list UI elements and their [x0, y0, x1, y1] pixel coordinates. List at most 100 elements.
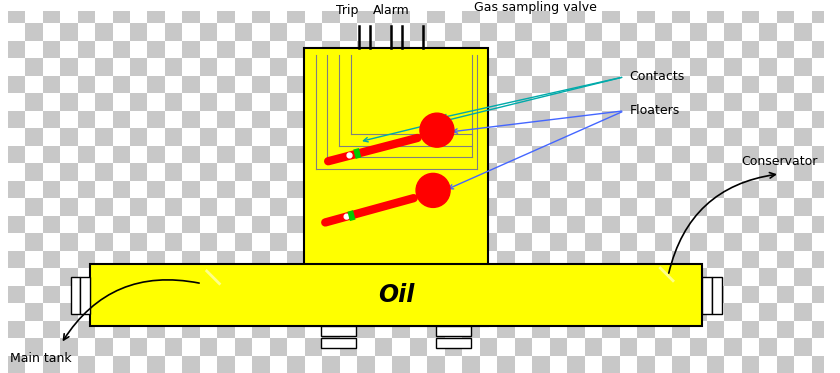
- Bar: [620, 233, 637, 251]
- Bar: [340, 355, 357, 373]
- Bar: [462, 338, 480, 355]
- Bar: [305, 76, 323, 93]
- Bar: [654, 268, 672, 286]
- Bar: [602, 146, 620, 163]
- Bar: [637, 6, 654, 23]
- Bar: [602, 303, 620, 320]
- Bar: [148, 303, 165, 320]
- Bar: [533, 23, 549, 41]
- Bar: [375, 58, 392, 76]
- Bar: [323, 233, 340, 251]
- Bar: [497, 233, 515, 251]
- Bar: [200, 6, 218, 23]
- Bar: [357, 181, 375, 198]
- Bar: [43, 216, 60, 233]
- Bar: [60, 23, 77, 41]
- Bar: [711, 277, 722, 314]
- Bar: [829, 181, 840, 198]
- Bar: [707, 0, 724, 6]
- Bar: [724, 23, 742, 41]
- Bar: [287, 355, 305, 373]
- Bar: [567, 128, 585, 146]
- Bar: [549, 286, 567, 303]
- Bar: [375, 76, 392, 93]
- Bar: [549, 41, 567, 58]
- Bar: [585, 251, 602, 268]
- Bar: [637, 23, 654, 41]
- Bar: [444, 233, 462, 251]
- Bar: [8, 286, 25, 303]
- Bar: [812, 198, 829, 216]
- Bar: [340, 58, 357, 76]
- Bar: [113, 111, 130, 128]
- Bar: [270, 0, 287, 6]
- Bar: [620, 111, 637, 128]
- Bar: [812, 355, 829, 373]
- Bar: [165, 303, 182, 320]
- Bar: [812, 41, 829, 58]
- Bar: [340, 216, 357, 233]
- Bar: [410, 58, 428, 76]
- Bar: [25, 198, 43, 216]
- Bar: [25, 23, 43, 41]
- Bar: [812, 216, 829, 233]
- Bar: [235, 181, 252, 198]
- Bar: [113, 355, 130, 373]
- Bar: [113, 0, 130, 6]
- Bar: [654, 23, 672, 41]
- Bar: [218, 286, 235, 303]
- Bar: [654, 128, 672, 146]
- Bar: [182, 216, 200, 233]
- Bar: [287, 286, 305, 303]
- Bar: [462, 76, 480, 93]
- Bar: [549, 111, 567, 128]
- Bar: [252, 268, 270, 286]
- Bar: [182, 23, 200, 41]
- Bar: [829, 58, 840, 76]
- Bar: [148, 338, 165, 355]
- Bar: [235, 251, 252, 268]
- Bar: [533, 0, 549, 6]
- Bar: [690, 58, 707, 76]
- Bar: [235, 163, 252, 181]
- Bar: [480, 216, 497, 233]
- Bar: [113, 251, 130, 268]
- Bar: [672, 268, 690, 286]
- Bar: [567, 251, 585, 268]
- Bar: [410, 251, 428, 268]
- Bar: [759, 6, 777, 23]
- Bar: [130, 216, 148, 233]
- Bar: [95, 41, 113, 58]
- Bar: [428, 93, 444, 111]
- Bar: [130, 163, 148, 181]
- Bar: [95, 355, 113, 373]
- Bar: [812, 111, 829, 128]
- Bar: [585, 181, 602, 198]
- Bar: [444, 198, 462, 216]
- Bar: [252, 216, 270, 233]
- Bar: [410, 216, 428, 233]
- Bar: [43, 163, 60, 181]
- Bar: [182, 128, 200, 146]
- Bar: [462, 198, 480, 216]
- Bar: [829, 268, 840, 286]
- Bar: [812, 338, 829, 355]
- Bar: [200, 286, 218, 303]
- Bar: [602, 6, 620, 23]
- Bar: [43, 128, 60, 146]
- Bar: [585, 216, 602, 233]
- Bar: [654, 163, 672, 181]
- Bar: [182, 76, 200, 93]
- Bar: [690, 128, 707, 146]
- Bar: [60, 6, 77, 23]
- Bar: [602, 251, 620, 268]
- Bar: [375, 198, 392, 216]
- Bar: [602, 320, 620, 338]
- Bar: [323, 41, 340, 58]
- Bar: [549, 181, 567, 198]
- Bar: [602, 268, 620, 286]
- Bar: [829, 23, 840, 41]
- Bar: [60, 58, 77, 76]
- Bar: [8, 251, 25, 268]
- Bar: [95, 0, 113, 6]
